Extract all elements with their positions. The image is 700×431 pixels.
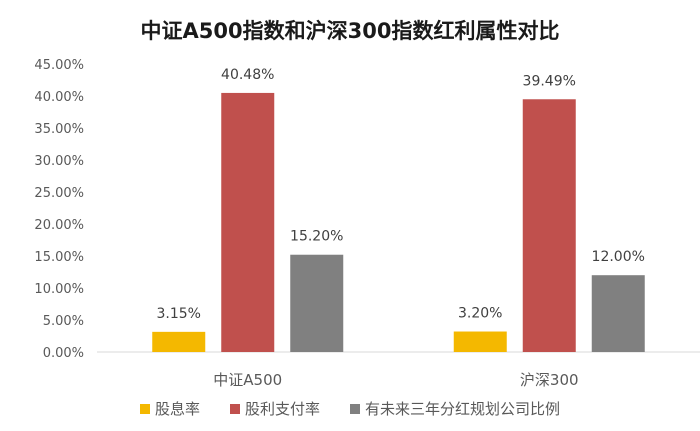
bar [591, 275, 645, 352]
legend: 股息率 股利支付率 有未来三年分红规划公司比例 [140, 400, 560, 418]
legend-swatch [230, 404, 240, 414]
y-tick-label: 30.00% [34, 154, 84, 169]
y-axis: 0.00% 5.00% 10.00% 15.00% 20.00% 25.00% 30.00%… [34, 58, 84, 361]
bar-value-label: 12.00% [592, 249, 645, 265]
bar [221, 92, 275, 352]
y-tick-label: 10.00% [34, 282, 84, 297]
legend-label: 股利支付率 [245, 400, 320, 418]
x-category-label: 沪深300 [520, 371, 579, 389]
legend-swatch [350, 404, 360, 414]
legend-swatch [140, 404, 150, 414]
bar [290, 254, 344, 352]
bar-value-label: 3.15% [157, 306, 201, 322]
legend-label: 有未来三年分红规划公司比例 [365, 400, 560, 418]
y-tick-label: 25.00% [34, 186, 84, 201]
bar-value-label: 15.20% [290, 229, 343, 245]
legend-label: 股息率 [155, 400, 200, 418]
bar-value-label: 40.48% [221, 67, 274, 83]
y-tick-label: 45.00% [34, 58, 84, 73]
bar [152, 331, 206, 352]
y-tick-label: 20.00% [34, 218, 84, 233]
x-category-label: 中证A500 [213, 371, 282, 389]
y-tick-label: 35.00% [34, 122, 84, 137]
bar-value-label: 3.20% [458, 306, 502, 322]
y-tick-label: 0.00% [43, 346, 84, 361]
x-axis: 中证A500 沪深300 [97, 351, 700, 389]
y-tick-label: 5.00% [43, 314, 84, 329]
bar-value-label: 39.49% [523, 73, 576, 89]
bar [453, 331, 507, 352]
bars: 3.15% 40.48% 15.20% 3.20% 39.49% 12.00% [152, 67, 645, 352]
chart-title: 中证A500指数和沪深300指数红利属性对比 [141, 19, 560, 43]
y-tick-label: 15.00% [34, 250, 84, 265]
y-tick-label: 40.00% [34, 90, 84, 105]
bar [522, 99, 576, 352]
